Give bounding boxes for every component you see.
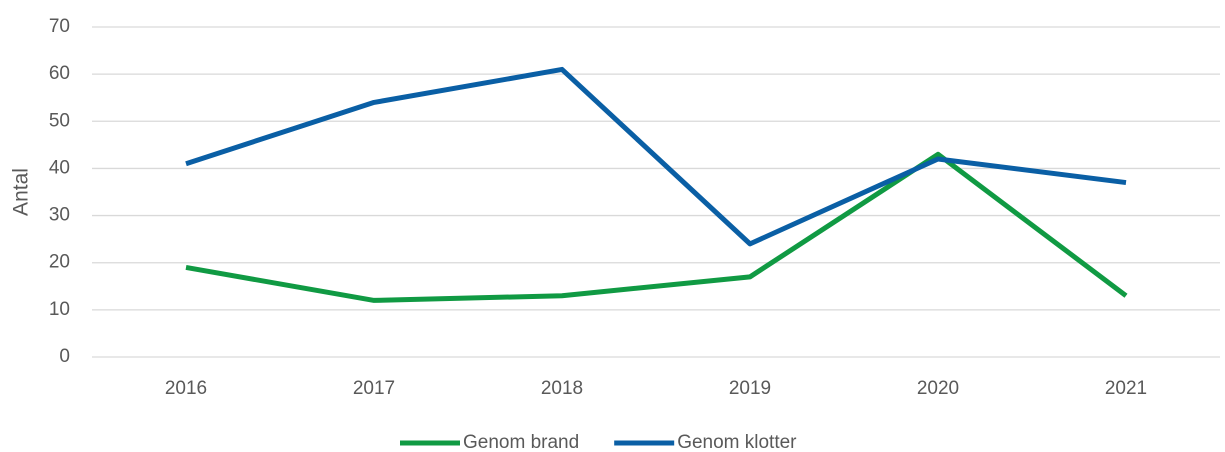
legend-label: Genom brand: [463, 432, 579, 452]
y-tick-label: 40: [49, 157, 70, 178]
x-tick-label: 2019: [729, 378, 771, 399]
legend-label: Genom klotter: [677, 432, 797, 452]
x-tick-label: 2020: [917, 378, 959, 399]
x-tick-label: 2017: [353, 378, 395, 399]
y-tick-label: 20: [49, 252, 70, 273]
line-series: [185, 151, 1128, 303]
y-tick-label: 0: [59, 346, 70, 367]
y-tick-label: 10: [49, 299, 70, 320]
y-axis-label: Antal: [10, 168, 33, 216]
x-tick-label: 2018: [541, 378, 583, 399]
y-tick-label: 30: [49, 205, 70, 226]
line-series: [185, 66, 1127, 247]
x-tick-label: 2016: [165, 378, 207, 399]
x-tick-label: 2021: [1105, 378, 1147, 399]
y-tick-label: 60: [49, 63, 70, 84]
y-tick-label: 50: [49, 110, 70, 131]
y-tick-label: 70: [49, 16, 70, 37]
